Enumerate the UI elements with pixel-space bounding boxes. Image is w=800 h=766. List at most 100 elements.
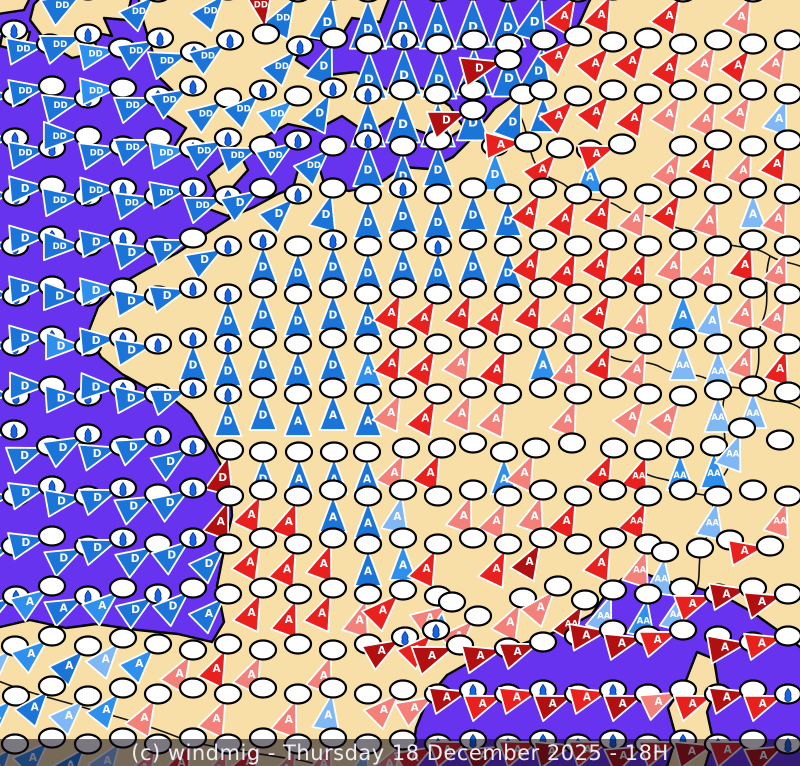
wind-label: D (92, 382, 101, 394)
station-ellipse (458, 79, 488, 101)
wind-label: DD (55, 1, 69, 11)
wind-symbol: AA (620, 439, 663, 495)
wind-label: D (364, 72, 374, 86)
wind-symbol: A (743, 583, 800, 620)
wind-cone (445, 494, 473, 535)
wind-label: A (531, 510, 540, 522)
station-ellipse (428, 0, 448, 3)
wind-cone (7, 482, 48, 511)
wind-label: D (329, 262, 338, 274)
station-ellipse (563, 485, 593, 507)
wind-label: A (759, 698, 768, 710)
wind-label: A (479, 698, 488, 710)
wind-label: A (598, 207, 607, 219)
station-ellipse (388, 79, 418, 101)
wind-cone (687, 98, 717, 139)
wind-label: A (563, 313, 572, 325)
wind-cone (509, 542, 541, 583)
station-ellipse (493, 49, 523, 71)
station-ellipse (563, 235, 593, 257)
wind-label: A (364, 366, 373, 378)
wind-cone (762, 500, 789, 539)
wind-symbol: A (727, 277, 768, 331)
station-ellipse (458, 229, 488, 251)
wind-symbol (248, 677, 278, 699)
wind-cone (582, 542, 612, 583)
wind-symbol (738, 479, 768, 501)
wind-label: DD (276, 14, 290, 24)
wind-label: D (275, 208, 284, 220)
station-ellipse (458, 527, 488, 549)
wind-cone (38, 34, 83, 65)
wind-label: A (525, 556, 534, 568)
station-ellipse (423, 183, 453, 205)
wind-symbol: A (302, 577, 348, 633)
wind-symbol: A (372, 327, 418, 383)
raindrop-icon (400, 33, 408, 48)
wind-symbol: DD (148, 177, 208, 210)
wind-label: A (679, 310, 688, 322)
wind-cone (574, 45, 611, 84)
wind-symbol: A (582, 177, 628, 233)
station-ellipse (283, 85, 313, 107)
station-ellipse (493, 333, 523, 355)
wind-label: AA (711, 367, 725, 377)
wind-label: A (723, 692, 732, 704)
wind-symbol: A (498, 631, 558, 670)
wind-symbol: A (547, 283, 593, 339)
wind-cone (442, 392, 472, 433)
wind-label: D (127, 392, 136, 404)
wind-symbol: A (708, 679, 768, 715)
wind-symbol: D (458, 177, 488, 231)
wind-symbol: A (621, 283, 663, 340)
station-ellipse (773, 29, 800, 51)
wind-cone (547, 250, 577, 291)
wind-symbol: A (270, 485, 313, 541)
wind-label: D (129, 442, 138, 454)
wind-label: AA (670, 610, 684, 620)
station-ellipse (423, 83, 453, 105)
wind-label: D (131, 553, 140, 565)
wind-cone (582, 342, 612, 383)
wind-symbol: D (425, 99, 488, 140)
wind-label: D (504, 71, 514, 85)
station-ellipse (248, 177, 278, 199)
station-ellipse (215, 485, 245, 507)
wind-symbol: A (611, 27, 663, 82)
wind-symbol: A (550, 333, 593, 389)
wind-cone (43, 230, 83, 262)
wind-label: D (21, 487, 30, 499)
raindrop-icon (189, 531, 197, 546)
station-ellipse (423, 533, 453, 555)
wind-cone (219, 190, 259, 223)
raindrop-icon (226, 33, 234, 48)
wind-cone (202, 500, 230, 541)
wind-symbol: A (490, 587, 538, 643)
station-ellipse (668, 177, 698, 199)
wind-label: A (633, 363, 642, 375)
station-ellipse (570, 589, 600, 611)
wind-symbol: A (617, 333, 663, 389)
wind-symbol (773, 381, 800, 403)
wind-label: A (102, 704, 111, 716)
station-ellipse (37, 75, 67, 97)
station-ellipse (668, 479, 698, 501)
wind-cone (477, 348, 507, 389)
wind-symbol: A (646, 385, 698, 440)
station-ellipse (318, 677, 348, 699)
wind-symbol: A (762, 333, 800, 387)
wind-symbol: A (0, 685, 31, 737)
wind-symbol: A (761, 83, 800, 137)
wind-label: D (364, 316, 373, 328)
wind-cone (308, 192, 337, 233)
station-ellipse (563, 85, 593, 107)
station-ellipse (423, 333, 453, 355)
station-ellipse (633, 485, 663, 507)
wind-cone (476, 398, 507, 439)
wind-symbol: A (197, 633, 243, 689)
wind-cone (183, 196, 224, 224)
wind-cone (757, 44, 787, 83)
wind-cone (149, 448, 189, 482)
station-ellipse (633, 83, 663, 105)
wind-cone (580, 244, 612, 285)
